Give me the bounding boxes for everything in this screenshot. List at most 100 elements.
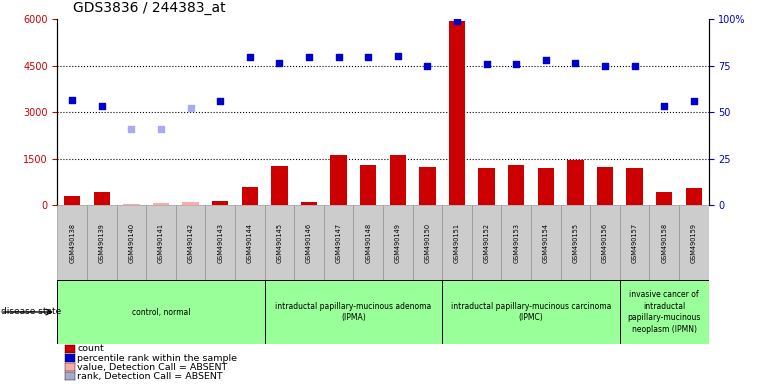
Bar [64, 196, 80, 205]
Text: GSM490140: GSM490140 [129, 223, 135, 263]
Point [628, 63, 640, 70]
Text: intraductal papillary-mucinous carcinoma
(IPMC): intraductal papillary-mucinous carcinoma… [450, 301, 611, 323]
Bar [153, 203, 169, 205]
Text: count: count [77, 344, 104, 353]
Bar [627, 168, 643, 205]
Point [362, 54, 375, 60]
Bar [508, 165, 524, 205]
Bar [568, 161, 584, 205]
Text: percentile rank within the sample: percentile rank within the sample [77, 354, 237, 362]
Text: GSM490157: GSM490157 [631, 223, 637, 263]
Bar [93, 192, 110, 205]
Point [540, 57, 552, 63]
Text: GSM490152: GSM490152 [483, 223, 489, 263]
FancyBboxPatch shape [57, 280, 264, 344]
FancyBboxPatch shape [650, 205, 679, 280]
Point [658, 103, 670, 109]
FancyBboxPatch shape [442, 280, 620, 344]
Point [332, 54, 345, 60]
Bar [330, 155, 347, 205]
Text: GSM490149: GSM490149 [394, 223, 401, 263]
Point [244, 54, 256, 60]
FancyBboxPatch shape [205, 205, 235, 280]
Point [391, 53, 404, 60]
Bar [479, 168, 495, 205]
Text: GSM490155: GSM490155 [572, 223, 578, 263]
Point [451, 18, 463, 24]
Text: control, normal: control, normal [132, 308, 190, 316]
FancyBboxPatch shape [57, 205, 87, 280]
Text: GSM490145: GSM490145 [277, 223, 283, 263]
FancyBboxPatch shape [87, 205, 116, 280]
Bar [123, 204, 139, 205]
Text: GSM490138: GSM490138 [69, 223, 75, 263]
Bar [686, 189, 702, 205]
Point [510, 61, 522, 67]
Text: GDS3836 / 244383_at: GDS3836 / 244383_at [73, 2, 225, 15]
Point [214, 98, 227, 104]
Text: GSM490141: GSM490141 [158, 223, 164, 263]
FancyBboxPatch shape [620, 280, 709, 344]
FancyBboxPatch shape [531, 205, 561, 280]
Text: GSM490150: GSM490150 [424, 223, 430, 263]
FancyBboxPatch shape [383, 205, 413, 280]
FancyBboxPatch shape [353, 205, 383, 280]
Point [155, 126, 167, 132]
Point [421, 63, 434, 69]
Bar [390, 155, 406, 205]
FancyBboxPatch shape [235, 205, 264, 280]
FancyBboxPatch shape [679, 205, 709, 280]
Point [185, 104, 197, 111]
Text: GSM490156: GSM490156 [602, 223, 608, 263]
Text: GSM490147: GSM490147 [336, 223, 342, 263]
Point [303, 54, 315, 60]
Point [126, 126, 138, 132]
FancyBboxPatch shape [413, 205, 442, 280]
Point [569, 60, 581, 66]
FancyBboxPatch shape [116, 205, 146, 280]
Point [273, 60, 286, 66]
Text: GSM490143: GSM490143 [218, 223, 223, 263]
Text: GSM490158: GSM490158 [661, 223, 667, 263]
FancyBboxPatch shape [502, 205, 531, 280]
Text: GSM490139: GSM490139 [99, 223, 105, 263]
Text: GSM490159: GSM490159 [691, 223, 697, 263]
Bar [538, 168, 554, 205]
FancyBboxPatch shape [472, 205, 502, 280]
FancyBboxPatch shape [176, 205, 205, 280]
Text: GSM490142: GSM490142 [188, 223, 194, 263]
FancyBboxPatch shape [294, 205, 324, 280]
FancyBboxPatch shape [442, 205, 472, 280]
Text: disease state: disease state [1, 308, 61, 316]
Bar [656, 192, 673, 205]
Point [480, 61, 493, 67]
Text: rank, Detection Call = ABSENT: rank, Detection Call = ABSENT [77, 372, 223, 381]
FancyBboxPatch shape [264, 205, 294, 280]
Text: GSM490154: GSM490154 [543, 223, 548, 263]
Bar [271, 166, 287, 205]
FancyBboxPatch shape [324, 205, 353, 280]
FancyBboxPatch shape [620, 205, 650, 280]
Bar [419, 167, 436, 205]
Bar [360, 165, 376, 205]
FancyBboxPatch shape [561, 205, 590, 280]
FancyBboxPatch shape [264, 280, 442, 344]
Bar [182, 202, 198, 205]
Text: intraductal papillary-mucinous adenoma
(IPMA): intraductal papillary-mucinous adenoma (… [275, 301, 431, 323]
Point [688, 98, 700, 104]
Bar [449, 21, 465, 205]
FancyBboxPatch shape [146, 205, 176, 280]
Text: invasive cancer of
intraductal
papillary-mucinous
neoplasm (IPMN): invasive cancer of intraductal papillary… [627, 290, 701, 334]
Point [96, 103, 108, 109]
Text: value, Detection Call = ABSENT: value, Detection Call = ABSENT [77, 362, 228, 372]
FancyBboxPatch shape [590, 205, 620, 280]
Bar [597, 167, 613, 205]
Text: GSM490144: GSM490144 [247, 223, 253, 263]
Bar [301, 202, 317, 205]
Text: GSM490151: GSM490151 [454, 223, 460, 263]
Bar [212, 201, 228, 205]
Text: GSM490153: GSM490153 [513, 223, 519, 263]
Point [66, 97, 78, 103]
Text: GSM490146: GSM490146 [306, 223, 312, 263]
Bar [242, 187, 258, 205]
